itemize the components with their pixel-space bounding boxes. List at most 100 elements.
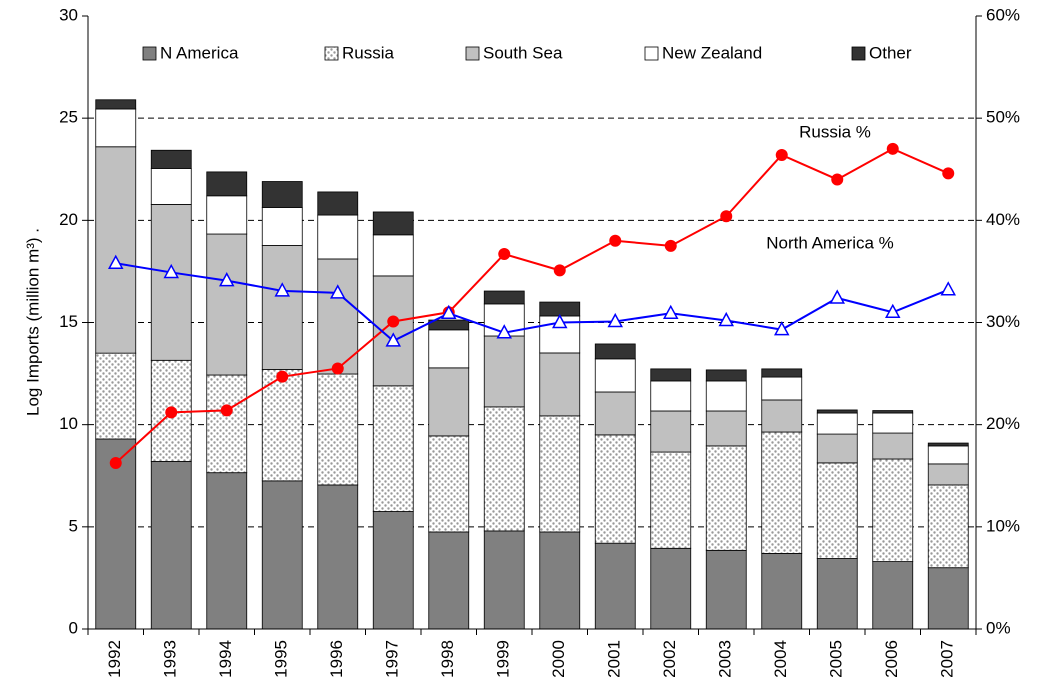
bar-segment <box>594 343 636 360</box>
marker <box>163 263 180 279</box>
marker <box>274 282 291 297</box>
bar-segment <box>372 385 414 512</box>
bar-segment <box>95 108 137 148</box>
y-tick-label: 25 <box>59 108 78 127</box>
line-label: Russia % <box>799 122 871 141</box>
legend-swatch <box>324 46 339 61</box>
legend-swatch <box>851 46 866 61</box>
bar-segment <box>927 445 969 465</box>
bar-segment <box>539 301 581 317</box>
bar-segment <box>816 412 858 435</box>
y-tick-label: 5 <box>69 516 78 535</box>
y2-tick-label: 0% <box>986 618 1011 637</box>
y2-tick-label: 20% <box>986 414 1020 433</box>
bar-segment <box>150 149 192 169</box>
bar-segment <box>150 203 192 361</box>
marker <box>775 148 788 161</box>
bar-segment <box>927 442 969 447</box>
bar-segment <box>261 245 303 370</box>
x-tick-label: 2000 <box>549 640 568 678</box>
marker <box>940 281 957 296</box>
marker <box>329 284 346 299</box>
bar-segment <box>206 374 248 474</box>
bar-segment <box>761 376 803 401</box>
y-axis-label: Log Imports (million m³) . <box>23 228 42 416</box>
bar-segment <box>372 511 414 630</box>
bar-segment <box>428 531 470 630</box>
bar-segment <box>539 531 581 630</box>
bar-segment <box>650 380 692 412</box>
bar-segment <box>428 367 470 437</box>
x-tick-label: 1993 <box>161 640 180 678</box>
bar-segment <box>95 146 137 354</box>
x-tick-label: 2001 <box>605 640 624 678</box>
bar-segment <box>483 406 525 532</box>
bar-segment <box>539 352 581 417</box>
bar-segment <box>705 549 747 630</box>
marker <box>220 404 233 417</box>
marker <box>387 315 400 328</box>
bar-segment <box>372 275 414 387</box>
x-tick-label: 1999 <box>494 640 513 678</box>
y-tick-label: 20 <box>59 210 78 229</box>
marker <box>829 289 846 304</box>
marker <box>831 173 844 186</box>
marker <box>662 304 679 320</box>
bar-segment <box>261 181 303 208</box>
bar-segment <box>650 410 692 453</box>
y2-tick-label: 40% <box>986 210 1020 229</box>
x-tick-label: 2006 <box>882 640 901 678</box>
bar-segment <box>428 435 470 533</box>
bar-segment <box>761 399 803 433</box>
legend-label: New Zealand <box>662 43 762 62</box>
x-tick-label: 2005 <box>827 640 846 678</box>
marker <box>607 312 624 328</box>
marker <box>331 362 344 375</box>
bar-segment <box>206 233 248 376</box>
bar-segment <box>650 547 692 630</box>
bar-segment <box>95 438 137 630</box>
marker <box>553 264 566 277</box>
y-tick-label: 10 <box>59 414 78 433</box>
x-tick-label: 1996 <box>327 640 346 678</box>
bar-segment <box>594 391 636 436</box>
bar-segment <box>95 99 137 110</box>
bar-segment <box>317 214 359 260</box>
x-tick-label: 1998 <box>438 640 457 678</box>
bar-segment <box>872 412 914 434</box>
legend-label: Other <box>869 43 912 62</box>
bar-segment <box>872 561 914 630</box>
x-tick-label: 2002 <box>660 640 679 678</box>
bar-segment <box>150 461 192 630</box>
legend-swatch <box>644 46 659 61</box>
bar-segment <box>705 380 747 412</box>
bar-segment <box>927 484 969 569</box>
legend-label: Russia <box>342 43 395 62</box>
y-tick-label: 30 <box>59 5 78 24</box>
bar-segment <box>705 410 747 447</box>
marker <box>276 370 289 383</box>
marker <box>718 311 735 327</box>
bar-segment <box>816 462 858 559</box>
marker <box>218 272 235 287</box>
x-tick-label: 2003 <box>716 640 735 678</box>
x-tick-label: 1992 <box>105 640 124 678</box>
bar-segment <box>872 458 914 562</box>
y2-tick-label: 10% <box>986 516 1020 535</box>
y2-tick-label: 30% <box>986 312 1020 331</box>
bar-segment <box>483 335 525 408</box>
bar-segment <box>705 445 747 551</box>
bar-segment <box>261 207 303 246</box>
marker <box>385 332 402 347</box>
marker <box>551 313 568 329</box>
marker <box>886 142 899 155</box>
bar-segment <box>206 195 248 235</box>
bar-segment <box>650 368 692 382</box>
bar-segment <box>761 368 803 378</box>
marker <box>498 248 511 261</box>
bar-segment <box>483 530 525 630</box>
legend-label: South Sea <box>483 43 563 62</box>
bar-segment <box>594 434 636 544</box>
bar-segment <box>428 329 470 369</box>
